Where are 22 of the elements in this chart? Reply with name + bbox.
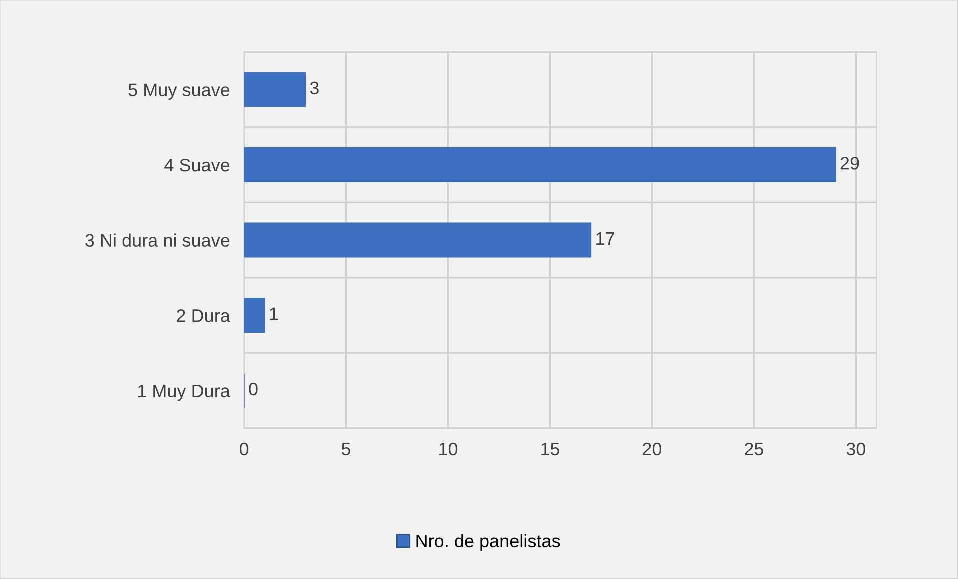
bar: [244, 148, 836, 183]
x-tick-label: 5: [342, 443, 351, 456]
y-tick-label: 1 Muy Dura: [138, 384, 230, 402]
x-tick-label: 30: [846, 442, 866, 456]
x-tick-label: 25: [745, 442, 764, 456]
y-tick-label: 4 Suave: [164, 158, 230, 172]
x-tick-label: 0: [240, 442, 249, 456]
data-label: 3: [310, 82, 319, 95]
x-tick-label: 20: [643, 442, 662, 456]
data-label: 29: [840, 157, 860, 170]
data-label: 17: [596, 232, 614, 245]
bar: [244, 72, 306, 108]
data-label: 0: [249, 382, 258, 396]
bar: [244, 298, 266, 334]
y-tick-label: 3 Ni dura ni suave: [86, 234, 230, 248]
y-tick-label: 2 Dura: [177, 309, 230, 322]
x-tick-label: 10: [440, 442, 458, 456]
bar: [244, 222, 592, 258]
y-tick-label: 5 Muy suave: [128, 84, 230, 100]
data-label: 1: [270, 308, 278, 320]
legend-label: Nro. de panelistas: [416, 534, 560, 552]
x-tick-label: 15: [542, 443, 560, 456]
